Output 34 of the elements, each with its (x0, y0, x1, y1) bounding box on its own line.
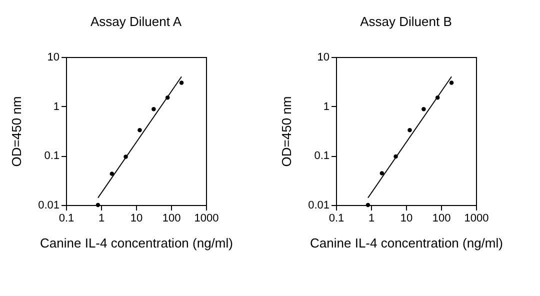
point (96, 202, 100, 208)
y-tick-label: 1 (323, 100, 330, 113)
y-tick-label: 0.01 (308, 200, 330, 212)
x-tick-label: 1 (98, 212, 105, 224)
point (110, 172, 114, 176)
x-tick-label: 1000 (464, 212, 489, 224)
x-axis-title: Canine IL-4 concentration (ng/ml) (40, 236, 233, 250)
x-tick-label: 10 (130, 212, 143, 224)
x-tick-label: 0.1 (328, 212, 344, 224)
chart-title: Assay Diluent A (90, 14, 182, 29)
x-tick-label: 1 (368, 212, 375, 224)
x-tick-label: 100 (162, 212, 181, 224)
y-axis-title: OD=450 nm (279, 96, 294, 167)
point (408, 128, 412, 132)
x-tick-label: 10 (400, 212, 413, 224)
point (366, 202, 370, 208)
point (449, 80, 454, 85)
y-tick-label: 10 (47, 52, 60, 64)
y-tick-label: 1 (53, 100, 60, 113)
point (152, 106, 156, 112)
x-tick-label: 100 (432, 212, 451, 224)
y-tick-label: 0.1 (44, 150, 60, 162)
x-axis-title: Canine IL-4 concentration (ng/ml) (310, 236, 503, 250)
point (422, 106, 426, 112)
point (179, 80, 184, 85)
x-tick-label: 0.1 (58, 212, 74, 224)
x-tick-label: 1000 (194, 212, 219, 224)
y-tick-label: 0.1 (314, 150, 330, 162)
point (138, 128, 142, 132)
y-tick-label: 0.01 (38, 200, 60, 212)
point (380, 171, 384, 176)
y-tick-label: 10 (317, 52, 330, 64)
chart-title: Assay Diluent B (360, 14, 452, 29)
y-axis-title: OD=450 nm (9, 96, 24, 167)
